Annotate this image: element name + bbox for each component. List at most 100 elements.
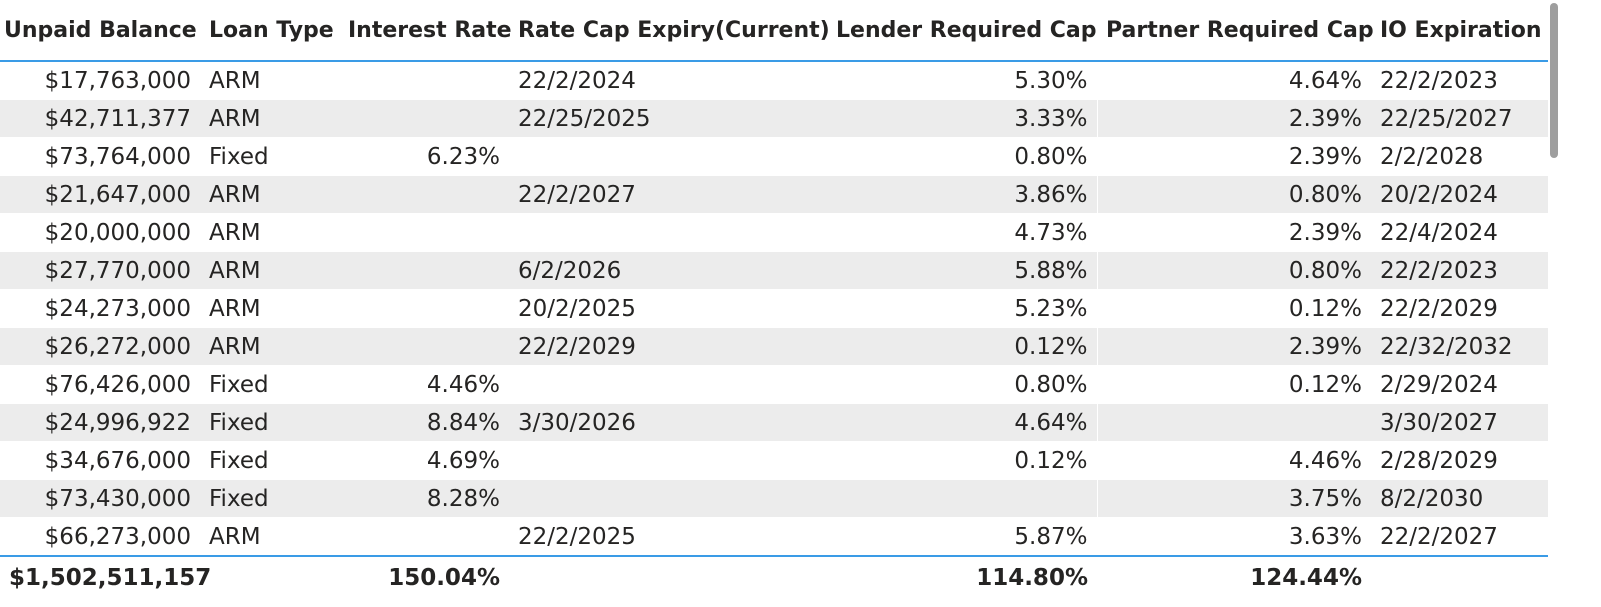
cell-rate-cap-expiry: 22/2/2025 xyxy=(509,517,827,557)
cell-partner-required-cap: 2.39% xyxy=(1097,213,1371,252)
table-row[interactable]: $26,272,000 ARM 22/2/2029 0.12% 2.39% 22/32/2… xyxy=(0,327,1548,366)
column-header-partner-required-cap[interactable]: Partner Required Cap xyxy=(1097,0,1374,62)
cell-unpaid-balance: $73,430,000 xyxy=(0,479,200,518)
totals-row: $1,502,511,157 150.04% 114.80% 124.44% xyxy=(0,555,1548,598)
cell-loan-type: ARM xyxy=(200,175,339,214)
cell-io-expiration: 22/32/2032 xyxy=(1371,327,1548,366)
cell-loan-type: ARM xyxy=(200,99,339,138)
cell-partner-required-cap: 0.80% xyxy=(1097,251,1371,290)
table-row[interactable]: $24,996,922 Fixed 8.84% 3/30/2026 4.64% 3/30/… xyxy=(0,403,1548,442)
table-row[interactable]: $27,770,000 ARM 6/2/2026 5.88% 0.80% 22/2/202… xyxy=(0,251,1548,290)
cell-rate-cap-expiry: 20/2/2025 xyxy=(509,289,827,328)
cell-unpaid-balance: $21,647,000 xyxy=(0,175,200,214)
column-header-io-expiration[interactable]: IO Expiration xyxy=(1371,0,1548,62)
table-row[interactable]: $73,764,000 Fixed 6.23% 0.80% 2.39% 2/2/2028 xyxy=(0,137,1548,176)
cell-interest-rate xyxy=(339,289,509,328)
table-row[interactable]: $76,426,000 Fixed 4.46% 0.80% 0.12% 2/29/2024 xyxy=(0,365,1548,404)
cell-loan-type: ARM xyxy=(200,213,339,252)
cell-io-expiration: 22/2/2027 xyxy=(1371,517,1548,557)
column-header-lender-required-cap[interactable]: Lender Required Cap xyxy=(827,0,1097,62)
cell-unpaid-balance: $76,426,000 xyxy=(0,365,200,404)
cell-interest-rate: 4.69% xyxy=(339,441,509,480)
cell-io-expiration: 2/29/2024 xyxy=(1371,365,1548,404)
vertical-scrollbar[interactable] xyxy=(1547,0,1561,607)
cell-lender-required-cap xyxy=(827,479,1098,518)
cell-io-expiration: 22/4/2024 xyxy=(1371,213,1548,252)
cell-partner-required-cap: 2.39% xyxy=(1097,137,1371,176)
cell-partner-required-cap: 3.75% xyxy=(1097,479,1371,518)
cell-loan-type: ARM xyxy=(200,61,339,100)
cell-loan-type: Fixed xyxy=(200,365,339,404)
cell-partner-required-cap: 0.80% xyxy=(1097,175,1371,214)
total-partner-required-cap: 124.44% xyxy=(1097,555,1371,598)
table-row[interactable]: $21,647,000 ARM 22/2/2027 3.86% 0.80% 20/2/20… xyxy=(0,175,1548,214)
cell-loan-type: Fixed xyxy=(200,441,339,480)
cell-loan-type: Fixed xyxy=(200,403,339,442)
scrollbar-thumb[interactable] xyxy=(1550,3,1558,158)
cell-loan-type: Fixed xyxy=(200,137,339,176)
cell-loan-type: ARM xyxy=(200,327,339,366)
cell-rate-cap-expiry: 22/2/2027 xyxy=(509,175,827,214)
cell-interest-rate: 6.23% xyxy=(339,137,509,176)
column-header-loan-type[interactable]: Loan Type xyxy=(200,0,339,62)
cell-unpaid-balance: $24,996,922 xyxy=(0,403,200,442)
cell-partner-required-cap: 2.39% xyxy=(1097,99,1371,138)
cell-io-expiration: 22/2/2029 xyxy=(1371,289,1548,328)
cell-unpaid-balance: $27,770,000 xyxy=(0,251,200,290)
cell-interest-rate xyxy=(339,61,509,100)
cell-interest-rate: 8.28% xyxy=(339,479,509,518)
column-header-rate-cap-expiry[interactable]: Rate Cap Expiry(Current) xyxy=(509,0,830,62)
cell-io-expiration: 2/2/2028 xyxy=(1371,137,1548,176)
cell-interest-rate xyxy=(339,517,509,557)
cell-interest-rate xyxy=(339,213,509,252)
cell-io-expiration: 22/2/2023 xyxy=(1371,251,1548,290)
cell-lender-required-cap: 4.73% xyxy=(827,213,1098,252)
cell-io-expiration: 3/30/2027 xyxy=(1371,403,1548,442)
cell-unpaid-balance: $20,000,000 xyxy=(0,213,200,252)
cell-unpaid-balance: $66,273,000 xyxy=(0,517,200,557)
cell-interest-rate xyxy=(339,175,509,214)
table-row[interactable]: $24,273,000 ARM 20/2/2025 5.23% 0.12% 22/2/20… xyxy=(0,289,1548,328)
total-interest-rate: 150.04% xyxy=(339,555,509,598)
cell-partner-required-cap: 0.12% xyxy=(1097,289,1371,328)
cell-lender-required-cap: 0.12% xyxy=(827,327,1098,366)
table-row[interactable]: $66,273,000 ARM 22/2/2025 5.87% 3.63% 22/2/20… xyxy=(0,517,1548,557)
header-row: Unpaid Balance Loan Type Interest Rate R… xyxy=(0,0,1548,62)
column-header-interest-rate[interactable]: Interest Rate xyxy=(339,0,512,62)
cell-loan-type: ARM xyxy=(200,517,339,557)
cell-lender-required-cap: 0.80% xyxy=(827,365,1098,404)
cell-interest-rate xyxy=(339,251,509,290)
cell-io-expiration: 2/28/2029 xyxy=(1371,441,1548,480)
cell-unpaid-balance: $73,764,000 xyxy=(0,137,200,176)
table-row[interactable]: $34,676,000 Fixed 4.69% 0.12% 4.46% 2/28/2029 xyxy=(0,441,1548,480)
column-header-unpaid-balance[interactable]: Unpaid Balance xyxy=(0,0,200,62)
total-io-expiration xyxy=(1371,555,1548,598)
cell-partner-required-cap xyxy=(1097,403,1371,442)
table-row[interactable]: $17,763,000 ARM 22/2/2024 5.30% 4.64% 22/2/20… xyxy=(0,61,1548,100)
cell-lender-required-cap: 4.64% xyxy=(827,403,1098,442)
cell-loan-type: ARM xyxy=(200,289,339,328)
cell-partner-required-cap: 4.46% xyxy=(1097,441,1371,480)
cell-lender-required-cap: 0.12% xyxy=(827,441,1098,480)
cell-partner-required-cap: 3.63% xyxy=(1097,517,1371,557)
table-row[interactable]: $20,000,000 ARM 4.73% 2.39% 22/4/2024 xyxy=(0,213,1548,252)
cell-lender-required-cap: 0.80% xyxy=(827,137,1098,176)
table-row[interactable]: $73,430,000 Fixed 8.28% 3.75% 8/2/2030 xyxy=(0,479,1548,518)
cell-rate-cap-expiry: 3/30/2026 xyxy=(509,403,827,442)
cell-loan-type: ARM xyxy=(200,251,339,290)
cell-interest-rate xyxy=(339,99,509,138)
cell-rate-cap-expiry xyxy=(509,479,827,518)
cell-unpaid-balance: $42,711,377 xyxy=(0,99,200,138)
cell-io-expiration: 22/25/2027 xyxy=(1371,99,1548,138)
cell-unpaid-balance: $24,273,000 xyxy=(0,289,200,328)
cell-rate-cap-expiry: 22/25/2025 xyxy=(509,99,827,138)
cell-interest-rate: 4.46% xyxy=(339,365,509,404)
table-row[interactable]: $42,711,377 ARM 22/25/2025 3.33% 2.39% 22/25/… xyxy=(0,99,1548,138)
cell-io-expiration: 8/2/2030 xyxy=(1371,479,1548,518)
cell-unpaid-balance: $17,763,000 xyxy=(0,61,200,100)
cell-lender-required-cap: 5.88% xyxy=(827,251,1098,290)
cell-rate-cap-expiry: 22/2/2029 xyxy=(509,327,827,366)
cell-rate-cap-expiry xyxy=(509,137,827,176)
cell-rate-cap-expiry xyxy=(509,365,827,404)
